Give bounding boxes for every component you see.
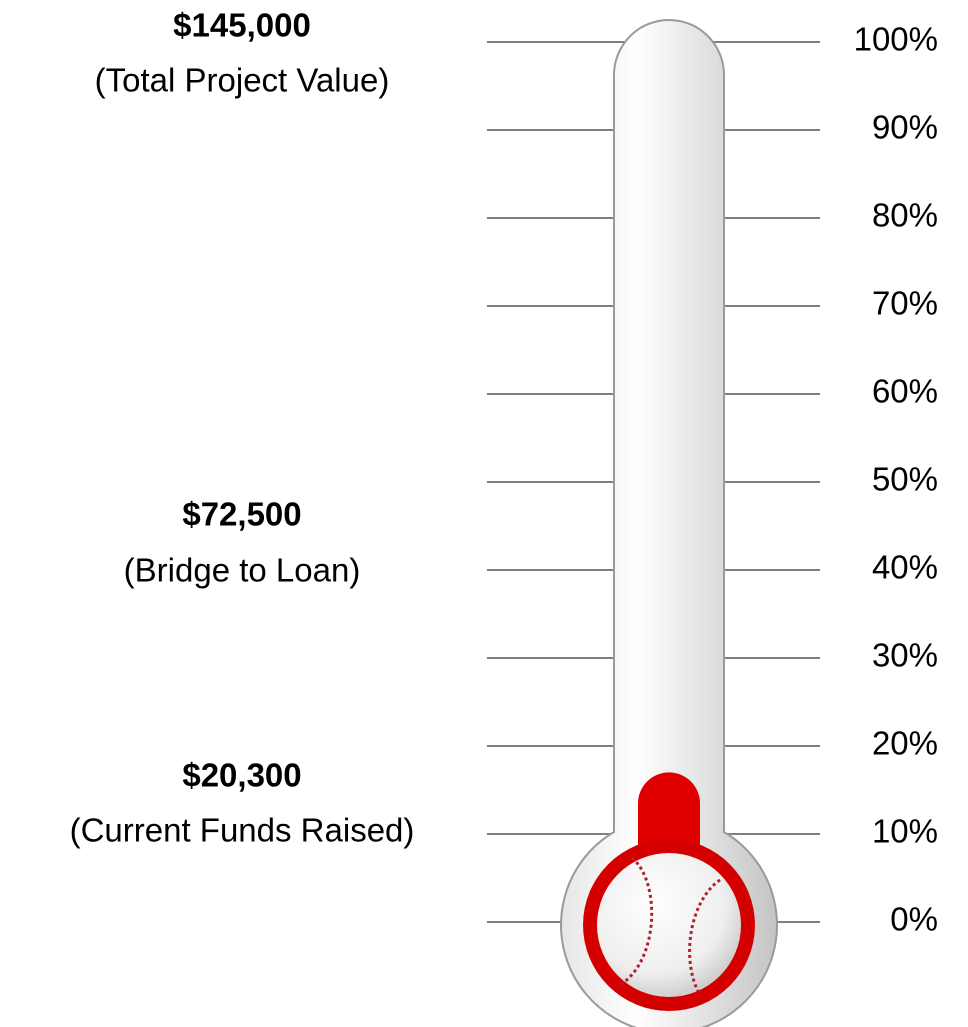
annotation-text: (Total Project Value) — [95, 62, 390, 99]
baseball — [597, 853, 741, 997]
y-tick-label: 90% — [872, 109, 938, 146]
y-tick-label: 100% — [854, 21, 938, 58]
y-tick-label: 80% — [872, 197, 938, 234]
annotation-amount: $20,300 — [182, 757, 301, 794]
y-tick-label: 60% — [872, 373, 938, 410]
annotation-amount: $145,000 — [173, 7, 311, 44]
y-tick-label: 30% — [872, 637, 938, 674]
chart: 0% 10% 20% 30% 40% 50% 60% 70% 80% 90% 100% $145,0… — [0, 0, 968, 1027]
y-tick-label: 70% — [872, 285, 938, 322]
y-tick-label: 20% — [872, 725, 938, 762]
annotation-text: (Current Funds Raised) — [70, 812, 415, 849]
annotation-amount: $72,500 — [182, 496, 301, 533]
y-tick-label: 40% — [872, 549, 938, 586]
y-tick-label: 0% — [890, 901, 938, 938]
y-tick-label: 10% — [872, 813, 938, 850]
y-tick-label: 50% — [872, 461, 938, 498]
annotation-text: (Bridge to Loan) — [124, 552, 361, 589]
annotation-group: $145,000 (Total Project Value) $72,500 (Bri… — [70, 7, 415, 849]
